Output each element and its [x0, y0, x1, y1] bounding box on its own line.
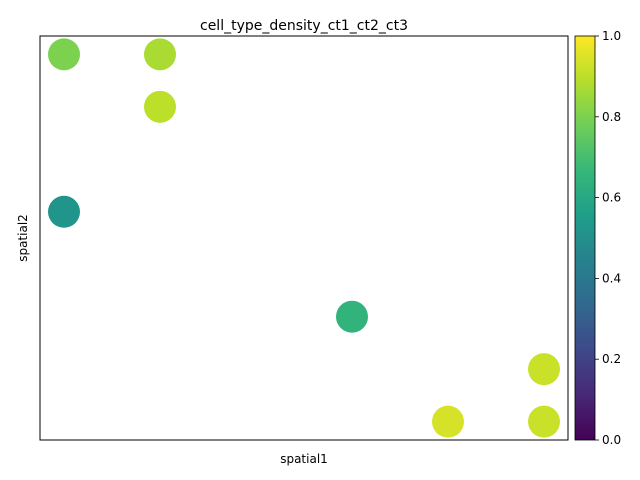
y-axis-label: spatial2 [16, 214, 30, 262]
data-point-8 [528, 405, 560, 438]
plot-area-frame [39, 35, 569, 441]
colorbar-tick-label: 0.4 [602, 271, 621, 285]
data-point-7 [432, 405, 464, 438]
data-point-6 [528, 353, 560, 386]
colorbar-tick-label: 1.0 [602, 29, 621, 43]
colorbar-tick-label: 0.0 [602, 433, 621, 447]
data-point-4 [48, 195, 80, 228]
data-point-1 [48, 38, 80, 71]
points-layer [48, 38, 560, 438]
colorbar-tick-label: 0.2 [602, 352, 621, 366]
data-point-5 [336, 300, 368, 333]
colorbar-tick-label: 0.8 [602, 110, 621, 124]
data-point-3 [144, 90, 176, 123]
chart-title: cell_type_density_ct1_ct2_ct3 [200, 18, 408, 34]
colorbar-ticks: 0.0 0.2 0.4 0.6 0.8 1.0 [595, 29, 621, 447]
colorbar-tick-label: 0.6 [602, 191, 621, 205]
x-axis-label: spatial1 [280, 452, 328, 466]
colorbar [574, 35, 596, 441]
data-point-2 [144, 38, 176, 71]
